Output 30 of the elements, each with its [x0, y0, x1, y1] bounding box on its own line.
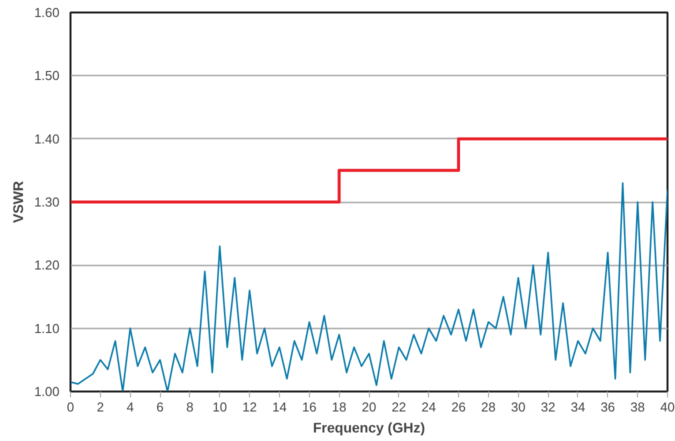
y-tick-label: 1.20 [34, 258, 60, 273]
x-tick-label: 16 [302, 400, 317, 414]
x-tick-label: 8 [186, 400, 194, 414]
x-tick-label: 26 [451, 400, 466, 414]
y-tick-label: 1.40 [34, 131, 60, 146]
x-tick-label: 12 [242, 400, 257, 414]
x-axis-title: Frequency (GHz) [312, 420, 426, 436]
x-tick-label: 6 [156, 400, 164, 414]
x-tick-label: 40 [660, 400, 675, 414]
y-axis-title: VSWR [10, 181, 26, 223]
y-tick-label: 1.60 [34, 5, 60, 20]
x-tick-label: 30 [511, 400, 526, 414]
y-tick-label: 1.00 [34, 384, 60, 399]
x-tick-label: 0 [66, 400, 74, 414]
x-tick-label: 28 [481, 400, 496, 414]
y-tick-label: 1.10 [34, 320, 60, 336]
x-tick-label: 36 [600, 400, 616, 414]
x-tick-label: 2 [96, 400, 104, 414]
x-tick-label: 34 [570, 400, 586, 414]
x-tick-label: 24 [421, 400, 436, 414]
x-tick-label: 20 [362, 400, 376, 414]
x-tick-label: 18 [332, 400, 346, 414]
x-tick-label: 14 [272, 400, 287, 414]
x-tick-label: 22 [392, 400, 406, 414]
x-tick-label: 32 [540, 400, 556, 414]
y-tick-label: 1.30 [34, 194, 60, 210]
x-tick-label: 38 [630, 400, 645, 414]
x-tick-label: 10 [212, 400, 227, 414]
y-tick-label: 1.50 [34, 68, 60, 84]
x-tick-label: 4 [126, 400, 134, 414]
